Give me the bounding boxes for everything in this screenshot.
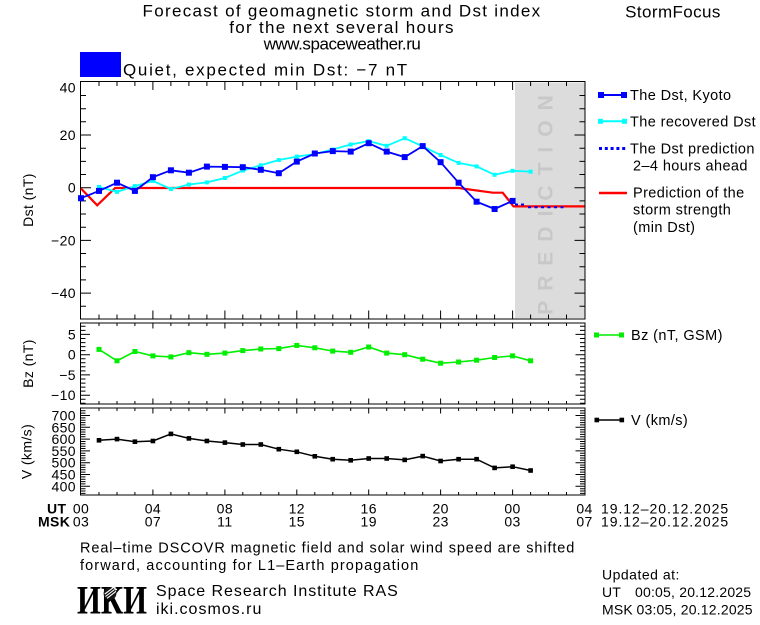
svg-text:0: 0 (68, 347, 76, 363)
svg-text:08: 08 (217, 501, 233, 517)
svg-text:Updated at:: Updated at: (602, 567, 680, 583)
svg-text:07: 07 (145, 514, 161, 530)
svg-text:forward, accounting for L1–Ear: forward, accounting for L1–Earth propaga… (80, 558, 419, 574)
svg-text:16: 16 (361, 501, 377, 517)
svg-text:Forecast of geomagnetic storm: Forecast of geomagnetic storm and Dst in… (143, 2, 542, 21)
svg-text:The Dst, Kyoto: The Dst, Kyoto (630, 88, 732, 104)
svg-text:04: 04 (576, 501, 592, 517)
svg-text:Bz (nT): Bz (nT) (20, 339, 36, 388)
svg-text:700: 700 (51, 408, 76, 424)
svg-text:20: 20 (432, 501, 448, 517)
svg-text:ИКИ: ИКИ (77, 578, 147, 621)
svg-text:5: 5 (68, 326, 76, 342)
svg-text:−40: −40 (51, 285, 76, 301)
svg-text:40: 40 (60, 80, 76, 96)
svg-text:V (km/s): V (km/s) (19, 424, 35, 479)
svg-text:−10: −10 (51, 387, 76, 403)
svg-text:storm strength: storm strength (633, 203, 731, 219)
svg-text:Real–time DSCOVR magnetic fiel: Real–time DSCOVR magnetic field and sola… (80, 541, 575, 557)
svg-text:650: 650 (51, 419, 76, 435)
svg-text:(min Dst): (min Dst) (633, 220, 695, 236)
svg-text:UT: UT (47, 501, 67, 517)
svg-text:V (km/s): V (km/s) (631, 413, 688, 429)
svg-text:Space Research Institute RAS: Space Research Institute RAS (156, 583, 399, 600)
svg-text:11: 11 (217, 514, 232, 530)
svg-text:500: 500 (51, 455, 76, 471)
svg-text:400: 400 (51, 478, 76, 494)
svg-text:Bz (nT, GSM): Bz (nT, GSM) (631, 328, 723, 344)
svg-text:−20: −20 (51, 232, 76, 248)
svg-text:0: 0 (68, 180, 76, 196)
svg-text:www.spaceweather.ru: www.spaceweather.ru (263, 35, 421, 54)
svg-text:−5: −5 (59, 367, 76, 383)
svg-text:03: 03 (73, 514, 89, 530)
svg-text:Dst (nT): Dst (nT) (20, 173, 36, 227)
svg-text:600: 600 (51, 431, 76, 447)
svg-text:MSK: MSK (38, 514, 70, 530)
svg-text:03: 03 (504, 514, 520, 530)
svg-text:2–4 hours ahead: 2–4 hours ahead (633, 159, 748, 175)
svg-text:00: 00 (73, 501, 89, 517)
svg-text:20: 20 (60, 127, 76, 143)
svg-text:The Dst prediction: The Dst prediction (630, 142, 755, 158)
svg-text:19.12–20.12.2025: 19.12–20.12.2025 (601, 514, 729, 530)
svg-text:StormFocus: StormFocus (625, 3, 721, 22)
svg-text:550: 550 (51, 443, 76, 459)
svg-text:PREDICTION: PREDICTION (535, 85, 558, 315)
svg-text:The recovered Dst: The recovered Dst (630, 114, 756, 130)
svg-text:04: 04 (145, 501, 161, 517)
svg-text:19: 19 (361, 514, 377, 530)
svg-text:Prediction of the: Prediction of the (633, 186, 745, 202)
svg-text:Quiet, expected min Dst: −7 nT: Quiet, expected min Dst: −7 nT (123, 61, 409, 80)
svg-text:07: 07 (576, 514, 592, 530)
svg-text:00: 00 (504, 501, 520, 517)
svg-text:23: 23 (432, 514, 448, 530)
svg-text:19.12–20.12.2025: 19.12–20.12.2025 (601, 501, 729, 517)
svg-text:450: 450 (51, 467, 76, 483)
svg-text:15: 15 (289, 514, 305, 530)
svg-text:for the next several hours: for the next several hours (229, 18, 455, 37)
svg-text:iki.cosmos.ru: iki.cosmos.ru (156, 601, 262, 618)
svg-text:12: 12 (289, 501, 305, 517)
